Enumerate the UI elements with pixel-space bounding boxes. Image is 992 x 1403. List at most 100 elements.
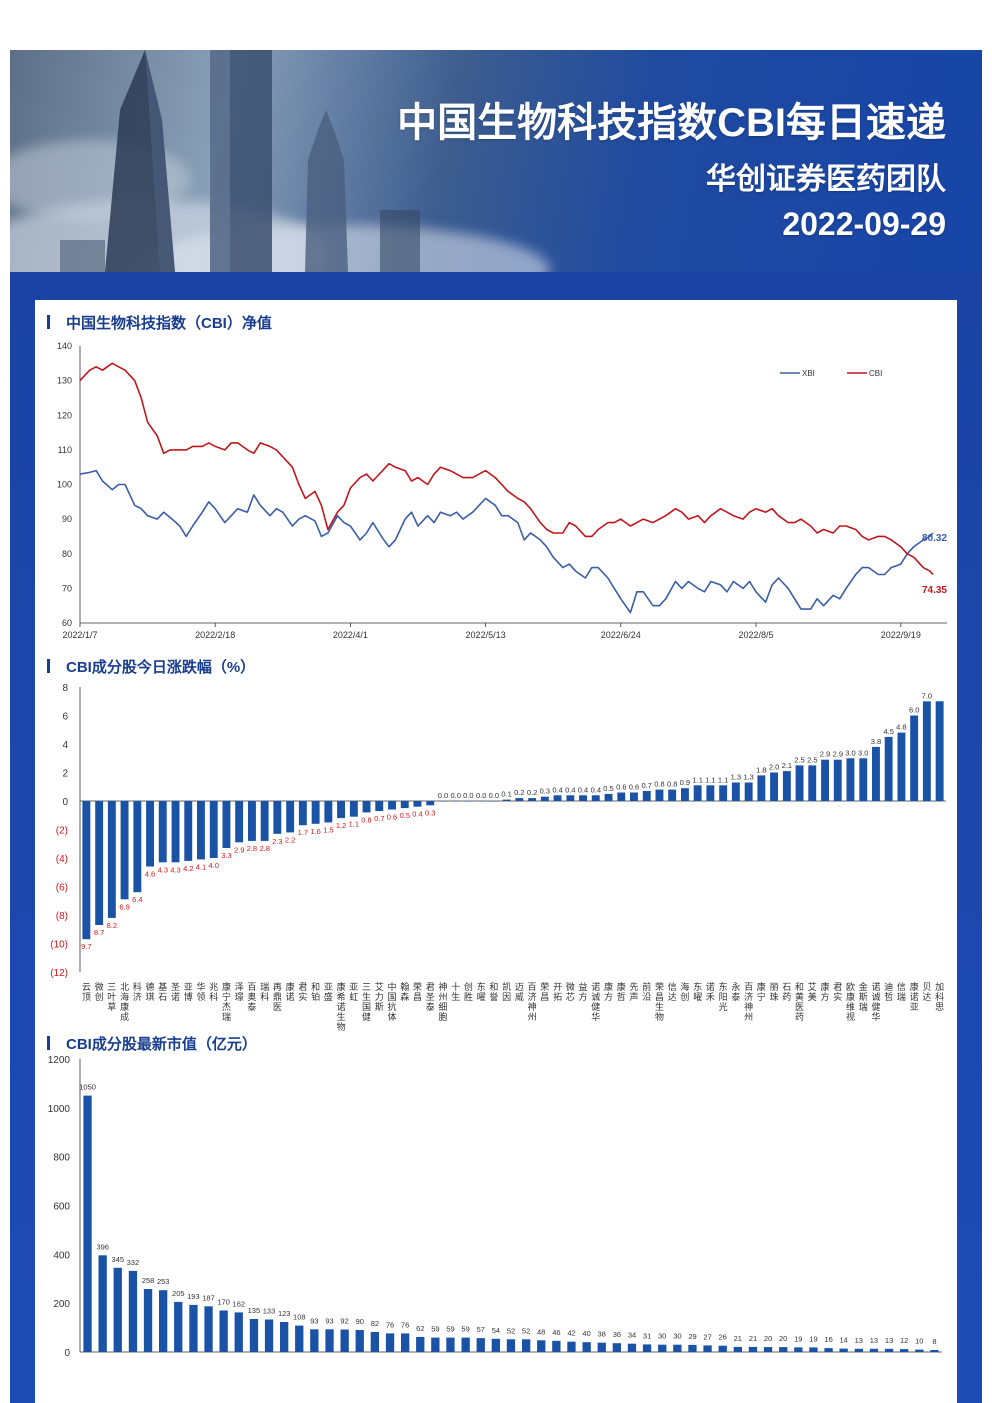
- category-label: 欧康维视: [846, 981, 855, 1022]
- change-bar: [642, 791, 651, 801]
- mcap-bar: [370, 1332, 379, 1352]
- change-bar: [502, 799, 511, 801]
- bar-value-label: 30: [658, 1332, 666, 1341]
- bar-value-label: 1.5: [323, 825, 333, 834]
- bar-value-label: 13: [855, 1336, 863, 1345]
- category-label: 亚虹: [349, 982, 358, 1002]
- bar-value-label: 4.2: [183, 864, 193, 873]
- category-label: 三叶草: [107, 982, 116, 1012]
- mcap-bar: [567, 1341, 576, 1352]
- change-bar: [158, 801, 167, 863]
- bar-value-label: 19: [794, 1334, 802, 1343]
- mcap-bar: [627, 1343, 637, 1352]
- bar-value-label: 59: [461, 1325, 469, 1334]
- mcap-bar: [340, 1329, 349, 1352]
- bar-value-label: 170: [217, 1298, 230, 1307]
- x-tick-label: 2022/5/13: [466, 630, 506, 640]
- bar-value-label: 76: [386, 1320, 394, 1329]
- mcap-bar: [98, 1255, 107, 1352]
- bar-value-label: 396: [96, 1242, 109, 1251]
- bar-value-label: 59: [446, 1325, 454, 1334]
- bar-value-label: 2.5: [807, 755, 817, 764]
- section-heading-mcap: CBI成分股最新市值（亿元）: [47, 1033, 257, 1054]
- change-bar: [375, 801, 384, 811]
- category-label: 君实: [298, 982, 307, 1002]
- category-label: 百济神州: [528, 982, 537, 1022]
- category-label: 康方: [604, 981, 613, 1002]
- mcap-bar: [143, 1289, 153, 1352]
- change-bar: [859, 758, 868, 802]
- mcap-bar: [809, 1347, 818, 1352]
- bar-value-label: 2.9: [833, 750, 843, 759]
- change-bar: [248, 801, 256, 841]
- mcap-bar: [401, 1333, 410, 1352]
- bar-value-label: 1.1: [692, 775, 702, 784]
- y-tick-label: 6: [62, 712, 68, 723]
- mcap-bar: [612, 1343, 621, 1352]
- category-label: 康方: [820, 981, 829, 1002]
- mcap-bar: [522, 1339, 531, 1352]
- bar-value-label: 19: [809, 1334, 817, 1343]
- change-bar: [82, 801, 91, 940]
- category-label: 东阳光: [719, 981, 728, 1012]
- y-tick-label: (12): [50, 968, 68, 979]
- bar-value-label: 1050: [79, 1083, 96, 1092]
- mcap-bar: [900, 1349, 909, 1352]
- mcap-bar: [355, 1330, 364, 1352]
- bar-value-label: 0.8: [667, 780, 677, 789]
- change-bar: [731, 782, 740, 801]
- mcap-bar: [189, 1304, 198, 1352]
- category-label: 丽珠: [770, 982, 779, 1002]
- mcap-bar: [930, 1350, 939, 1352]
- section-title: CBI成分股今日涨跌幅（%）: [66, 659, 256, 676]
- category-label: 康宁: [757, 981, 766, 1002]
- bar-value-label: 0.4: [552, 785, 562, 794]
- change-bar: [133, 801, 142, 893]
- bar-value-label: 93: [325, 1316, 333, 1325]
- category-label: 石药: [782, 982, 791, 1002]
- section-heading-change: CBI成分股今日涨跌幅（%）: [47, 656, 255, 677]
- change-bar: [120, 801, 129, 900]
- category-label: 和誉: [489, 982, 498, 1002]
- report-date: 2022-09-29: [782, 206, 946, 242]
- change-bar: [184, 801, 193, 861]
- bar-value-label: 0.3: [425, 808, 435, 817]
- bar-value-label: 2.2: [285, 835, 295, 844]
- y-tick-label: 4: [62, 740, 68, 751]
- bar-value-label: 0.6: [616, 783, 626, 792]
- change-bar: [260, 801, 269, 841]
- change-bar: [655, 789, 664, 801]
- category-label: 康诺亚: [910, 981, 919, 1012]
- bar-value-label: 27: [703, 1332, 711, 1341]
- mcap-bar: [597, 1342, 606, 1352]
- mcap-bar: [204, 1306, 213, 1352]
- y-tick-label: 1000: [48, 1104, 71, 1115]
- category-label: 圣诺: [171, 982, 180, 1002]
- bar-value-label: 0.9: [680, 778, 690, 787]
- bar-value-label: 4.8: [896, 723, 906, 732]
- category-label: 信瑞: [897, 981, 906, 1002]
- change-bar: [719, 785, 728, 801]
- change-bar: [107, 801, 116, 918]
- mcap-bar: [310, 1329, 319, 1352]
- mcap-bar: [733, 1346, 742, 1352]
- bar-value-label: 0.7: [374, 814, 384, 823]
- bar-value-label: 1.3: [743, 773, 753, 782]
- bar-value-label: 3.3: [221, 851, 231, 860]
- category-label: 和铂: [311, 982, 320, 1002]
- mcap-bar: [854, 1348, 863, 1352]
- x-tick-label: 2022/4/1: [333, 630, 368, 640]
- change-bar: [706, 785, 715, 801]
- change-bar: [872, 746, 880, 801]
- bar-value-label: 26: [719, 1333, 727, 1342]
- y-tick-label: 800: [53, 1153, 70, 1164]
- bar-value-label: 0.8: [361, 815, 371, 824]
- mcap-bar: [491, 1338, 500, 1352]
- bar-value-label: 14: [840, 1336, 848, 1345]
- category-label: 百济神州: [744, 982, 753, 1022]
- category-label: 德琪: [145, 981, 154, 1002]
- mcap-bar: [718, 1345, 727, 1352]
- bar-value-label: 10: [915, 1337, 923, 1346]
- category-label: 北海康成: [120, 982, 129, 1022]
